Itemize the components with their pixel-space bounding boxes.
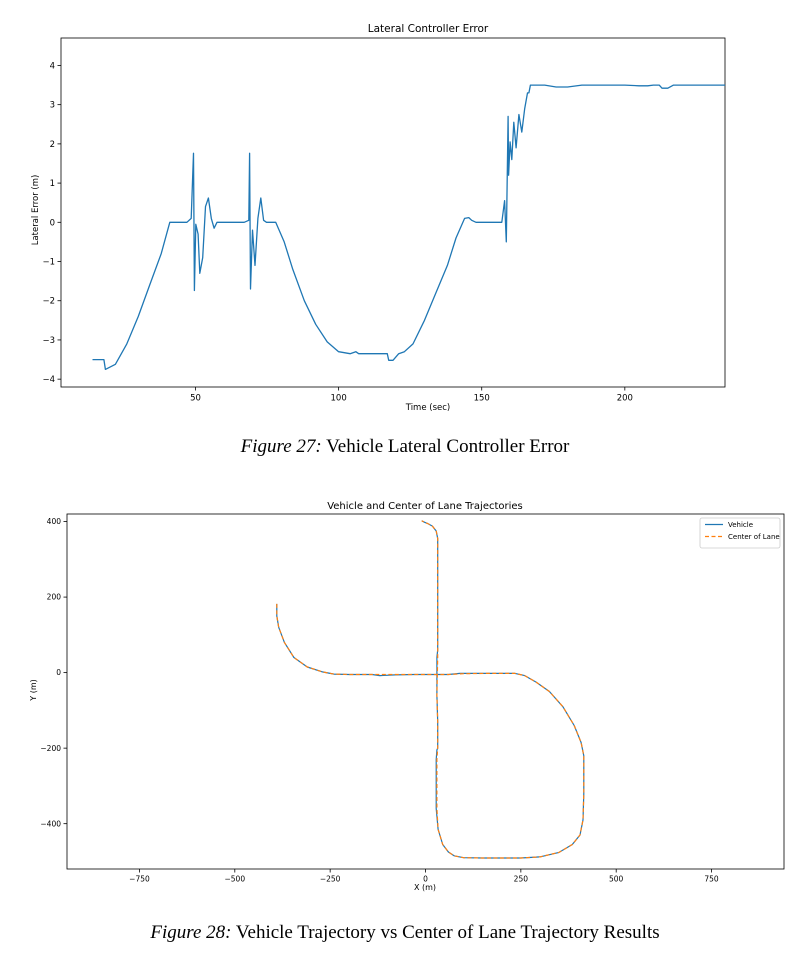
x-tick-label: 750 (704, 875, 719, 884)
legend: Vehicle Center of Lane (699, 517, 781, 549)
x-tick-label: 200 (617, 394, 633, 404)
axes-frame (60, 37, 726, 388)
series-line-vehicle (276, 520, 585, 859)
x-tick-label: −750 (129, 875, 150, 884)
y-tick-label: −3 (42, 336, 55, 346)
y-tick-label: 2 (50, 140, 55, 150)
y-tick-label: −400 (40, 819, 61, 828)
y-tick-label: −200 (40, 744, 61, 753)
y-tick-label: 1 (50, 179, 55, 189)
figure-27-text: Vehicle Lateral Controller Error (326, 436, 570, 457)
trajectory-chart: Vehicle and Center of Lane Trajectories … (29, 501, 785, 892)
lateral-error-chart: Lateral Controller Error Time (sec) Late… (31, 23, 726, 413)
chart-title: Vehicle and Center of Lane Trajectories (327, 501, 523, 512)
x-tick-label: −500 (225, 875, 246, 884)
y-tick-label: −1 (42, 257, 55, 267)
y-tick-label: 0 (56, 668, 61, 677)
y-axis-label: Lateral Error (m) (31, 175, 41, 246)
axes-frame (66, 513, 785, 870)
x-tick-label: 250 (514, 875, 529, 884)
y-tick-label: 400 (47, 517, 62, 526)
x-tick-label: 150 (474, 394, 490, 404)
legend-entry: Center of Lane (728, 533, 780, 541)
x-tick-label: 0 (423, 875, 428, 884)
y-tick-label: 4 (50, 61, 55, 71)
figure-28-caption: Figure 28: Vehicle Trajectory vs Center … (0, 922, 810, 944)
y-axis-label: Y (m) (29, 679, 38, 701)
y-tick-label: 0 (50, 218, 55, 228)
x-tick-label: −250 (320, 875, 341, 884)
legend-entry: Vehicle (728, 521, 753, 529)
x-axis-label: Time (sec) (405, 403, 450, 413)
figure-27-label: Figure 27: (240, 436, 322, 457)
y-tick-label: −2 (42, 297, 55, 307)
y-tick-label: 3 (50, 101, 55, 111)
series-line-0 (92, 84, 725, 371)
figure-27-caption: Figure 27: Vehicle Lateral Controller Er… (0, 436, 810, 458)
series-line-center-of-lane (276, 520, 585, 859)
x-axis-label: X (m) (414, 883, 436, 892)
figure-28-label: Figure 28: (150, 922, 232, 943)
y-tick-label: 200 (47, 593, 62, 602)
x-tick-label: 50 (190, 394, 201, 404)
x-tick-label: 100 (331, 394, 347, 404)
chart-title: Lateral Controller Error (368, 23, 489, 35)
y-tick-label: −4 (42, 375, 55, 385)
x-tick-label: 500 (609, 875, 624, 884)
figure-28-text: Vehicle Trajectory vs Center of Lane Tra… (235, 922, 660, 943)
legend-box (699, 517, 781, 549)
